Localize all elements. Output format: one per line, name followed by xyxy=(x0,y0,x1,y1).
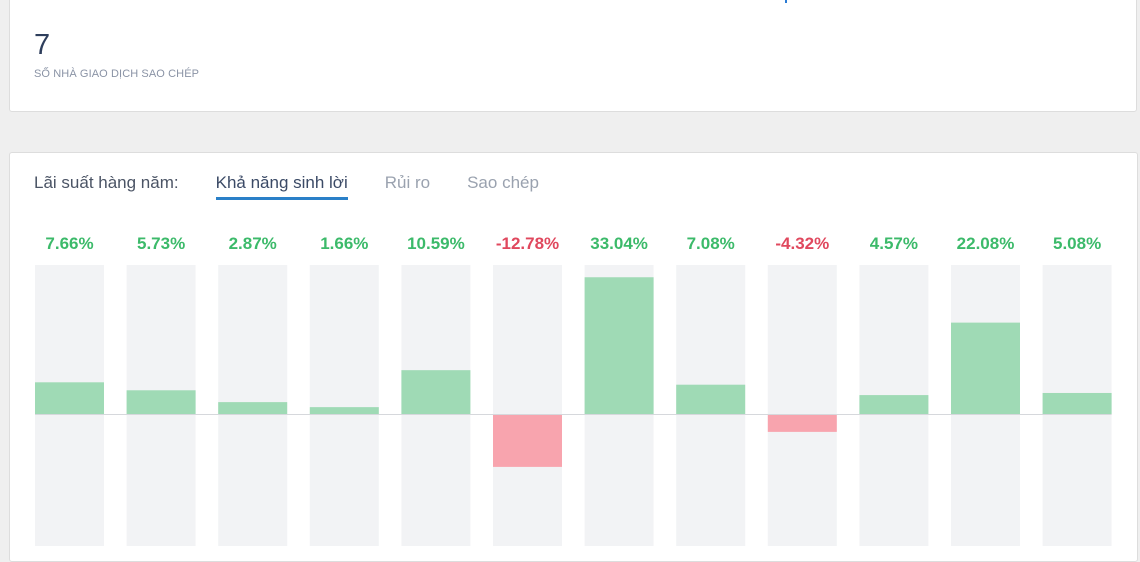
bar[interactable] xyxy=(951,322,1020,414)
copied-traders-count: 7 xyxy=(34,29,51,61)
bar[interactable] xyxy=(859,395,929,414)
bar[interactable] xyxy=(584,277,654,414)
bar-value-label: 2.87% xyxy=(229,234,277,253)
summary-card: 7 SỐ NHÀ GIAO DỊCH SAO CHÉP xyxy=(9,0,1137,112)
bar-value-label: 1.66% xyxy=(320,234,368,253)
bar-value-label: 5.08% xyxy=(1053,234,1101,253)
bar[interactable] xyxy=(309,407,379,414)
bar[interactable] xyxy=(676,384,746,414)
tab-risk[interactable]: Rủi ro xyxy=(384,173,431,192)
bar-value-label: 22.08% xyxy=(957,234,1015,253)
scroll-indicator xyxy=(785,0,787,3)
chart-tabs-title: Lãi suất hàng năm: xyxy=(34,173,179,192)
bar-value-label: -4.32% xyxy=(775,234,829,253)
bar-value-label: 7.66% xyxy=(45,234,93,253)
bar-value-label: 4.57% xyxy=(870,234,918,253)
bar[interactable] xyxy=(1042,392,1112,414)
bar[interactable] xyxy=(35,382,104,414)
chart-tabs: Lãi suất hàng năm: Khả năng sinh lời Rủi… xyxy=(34,173,576,200)
bar-track xyxy=(493,265,562,546)
bar-value-label: 33.04% xyxy=(590,234,648,253)
annual-return-card: Lãi suất hàng năm: Khả năng sinh lời Rủi… xyxy=(9,152,1138,562)
bar[interactable] xyxy=(126,390,196,414)
tab-copiers[interactable]: Sao chép xyxy=(467,173,539,192)
bar[interactable] xyxy=(493,414,562,467)
bar-value-label: 5.73% xyxy=(137,234,185,253)
copied-traders-label: SỐ NHÀ GIAO DỊCH SAO CHÉP xyxy=(34,68,200,80)
bar[interactable] xyxy=(401,370,471,414)
bar[interactable] xyxy=(218,402,288,414)
bar[interactable] xyxy=(767,414,837,432)
tab-profitability[interactable]: Khả năng sinh lời xyxy=(215,173,348,200)
bar-track xyxy=(767,265,837,546)
bar-value-label: 10.59% xyxy=(407,234,465,253)
bar-value-label: -12.78% xyxy=(496,234,559,253)
annual-return-bar-chart: 7.66% 5.73% 2.87% 1.66% 10.59% -12.78% 33.04% 7… xyxy=(35,234,1112,546)
bar-track xyxy=(309,265,379,546)
bar-value-label: 7.08% xyxy=(687,234,735,253)
